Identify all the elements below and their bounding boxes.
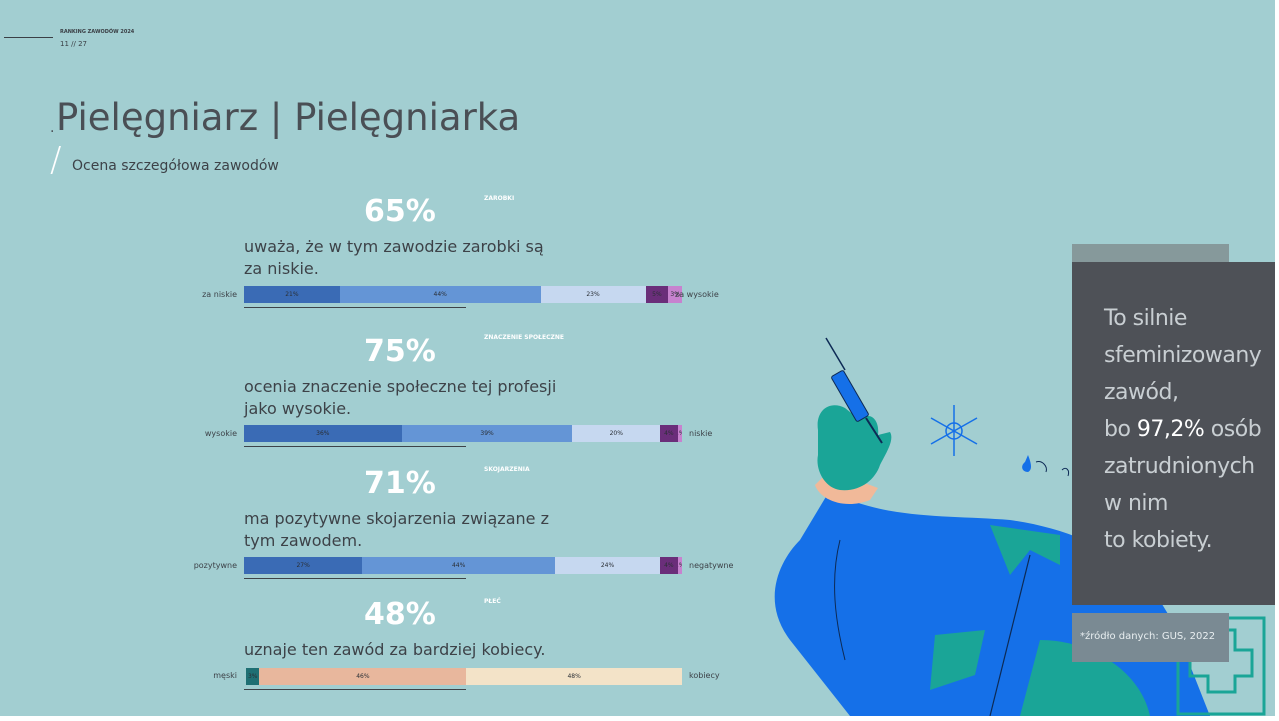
bar-underline (244, 446, 466, 447)
bar-segment: 46% (259, 668, 467, 685)
quote-box-top (1072, 244, 1229, 262)
section-category: SKOJARZENIA (484, 466, 530, 473)
stacked-bar: 27%44%24%4%1% (244, 557, 682, 574)
bar-right-label: negatywne (689, 561, 734, 570)
section-category: ZAROBKI (484, 195, 515, 202)
section-description: ma pozytywne skojarzenia związane z tym … (244, 509, 549, 550)
section-percent: 71% (364, 466, 436, 501)
bar-segment: 20% (572, 425, 661, 442)
glove-shape (817, 405, 892, 491)
section-description: ocenia znaczenie społeczne tej profesji … (244, 377, 557, 418)
page-title: Pielęgniarz | Pielęgniarka (56, 96, 521, 139)
syringe-body (831, 370, 869, 422)
stacked-bar: 36%39%20%4%1% (244, 425, 682, 442)
bar-segment: 48% (466, 668, 682, 685)
section-percent: 48% (364, 597, 436, 632)
bar-segment: 1% (677, 425, 682, 442)
bar-segment: 23% (540, 286, 646, 303)
section-category: PŁEĆ (484, 598, 501, 605)
bar-segment: 3% (668, 286, 682, 303)
source-box (1072, 613, 1229, 662)
bar-segment: 27% (244, 557, 363, 574)
bar-right-label: za wysokie (675, 290, 719, 299)
header-rule (4, 37, 53, 38)
section-description: uważa, że w tym zawodzie zarobki są za n… (244, 237, 544, 278)
stacked-bar: 21% 44% 23% 5% 3% (244, 286, 682, 303)
bar-segment: 44% (362, 557, 555, 574)
bar-segment: 4% (660, 425, 678, 442)
quote-highlight: 97,2% (1136, 417, 1205, 442)
title-dot: . (50, 120, 55, 136)
bar-segment: 24% (554, 557, 661, 574)
bar-underline (244, 307, 466, 308)
quote-text: To silnie sfeminizowany zawód, bo 97,2% … (1104, 306, 1262, 553)
bar-segment: 3% (246, 668, 260, 685)
bar-segment: 36% (244, 425, 402, 442)
stacked-bar: 3% 46% 48% (246, 668, 682, 685)
bar-segment: 5% (645, 286, 669, 303)
bar-left-label: męski (213, 671, 237, 680)
section-percent: 75% (364, 334, 436, 369)
bar-left-label: za niskie (202, 290, 237, 299)
bar-underline (244, 689, 466, 690)
bar-underline (244, 578, 466, 579)
ranking-label: RANKING ZAWODÓW 2024 (60, 29, 135, 35)
section-category: ZNACZENIE SPOŁECZNE (484, 334, 564, 341)
bar-left-label: wysokie (204, 429, 237, 438)
section-percent: 65% (364, 194, 436, 229)
page-subtitle: Ocena szczegółowa zawodów (72, 158, 279, 174)
bar-right-label: niskie (689, 429, 713, 438)
pocket-shape (930, 630, 985, 690)
page-number: 11 // 27 (60, 40, 87, 48)
bar-segment: 21% (244, 286, 340, 303)
slash-decoration: / (50, 140, 62, 180)
sleeve-line (834, 539, 846, 661)
source-note: *źródło danych: GUS, 2022 (1080, 631, 1216, 642)
drop-icon (1022, 455, 1031, 472)
mask-shape (1020, 640, 1150, 716)
collar-shape (990, 525, 1060, 575)
zipper-line (989, 554, 1031, 716)
syringe-needle (825, 337, 846, 371)
star-icon (930, 405, 978, 456)
syringe-plunger (865, 417, 883, 444)
bar-left-label: pozytywne (193, 561, 237, 570)
bar-segment: 44% (339, 286, 541, 303)
bar-segment: 4% (660, 557, 678, 574)
quote-box (1072, 262, 1275, 605)
section-description: uznaje ten zawód za bardziej kobiecy. (244, 640, 546, 659)
bar-segment: 1% (677, 557, 682, 574)
bar-right-label: kobiecy (689, 671, 720, 680)
bar-segment: 39% (401, 425, 573, 442)
